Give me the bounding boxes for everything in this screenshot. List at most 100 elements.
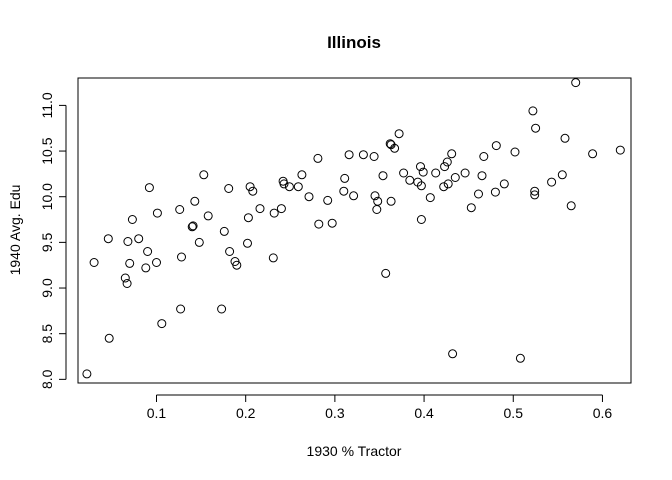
data-point <box>381 268 391 278</box>
data-point <box>369 152 379 161</box>
data-point <box>127 215 137 224</box>
data-point <box>175 205 185 214</box>
data-point <box>370 191 380 201</box>
plot-frame <box>77 77 632 384</box>
data-point <box>314 219 324 229</box>
data-point <box>125 258 135 268</box>
y-tick-label: 9.5 <box>39 232 55 252</box>
x-axis-label: 1930 % Tractor <box>307 443 402 459</box>
data-point <box>243 238 252 248</box>
data-point <box>297 170 307 180</box>
data-point <box>190 196 200 206</box>
data-point <box>399 168 409 178</box>
data-point <box>372 205 382 214</box>
data-point <box>557 170 567 180</box>
data-point <box>194 237 204 247</box>
data-point <box>217 304 227 314</box>
x-tick-label: 0.3 <box>325 405 345 421</box>
data-point <box>416 181 426 191</box>
data-point <box>143 247 153 256</box>
data-point <box>255 204 265 214</box>
data-point <box>440 162 450 172</box>
data-point <box>344 150 354 160</box>
data-point <box>373 196 383 206</box>
x-tick-label: 0.4 <box>414 405 434 421</box>
y-tick-label: 9.0 <box>39 278 55 298</box>
data-point <box>279 179 289 189</box>
data-point <box>450 173 460 182</box>
data-point <box>448 349 458 359</box>
data-point <box>120 273 130 283</box>
data-point <box>123 237 133 246</box>
data-point <box>82 369 92 379</box>
data-point <box>187 222 197 232</box>
data-point <box>443 179 453 189</box>
data-point <box>442 157 452 167</box>
data-point <box>394 129 404 139</box>
data-point <box>405 175 415 185</box>
data-point <box>378 171 388 181</box>
data-point <box>547 177 557 187</box>
y-axis-label: 1940 Avg. Edu <box>7 185 23 276</box>
data-points <box>82 78 625 379</box>
data-point <box>304 192 314 202</box>
data-point <box>134 234 144 244</box>
data-point <box>152 258 161 267</box>
data-point <box>418 167 428 177</box>
data-point <box>313 153 323 163</box>
y-tick-label: 8.5 <box>39 324 55 344</box>
data-point <box>293 182 303 192</box>
data-point <box>566 201 576 211</box>
data-point <box>276 204 286 214</box>
data-point <box>219 226 229 236</box>
data-point <box>176 304 186 314</box>
data-point <box>269 208 279 218</box>
data-point <box>571 78 581 88</box>
x-tick-label: 0.6 <box>593 405 613 421</box>
data-point <box>177 252 186 262</box>
data-point <box>425 193 435 203</box>
data-point <box>199 170 209 180</box>
data-point <box>141 263 151 273</box>
data-point <box>466 203 476 213</box>
data-point <box>416 215 426 224</box>
data-point <box>339 186 349 196</box>
data-point <box>530 190 540 200</box>
data-point <box>431 168 441 178</box>
data-point <box>188 221 198 231</box>
data-point <box>499 179 509 189</box>
x-tick-label: 0.2 <box>236 405 256 421</box>
data-point <box>340 173 350 183</box>
y-tick-label: 11.0 <box>39 92 55 118</box>
chart-title: Illinois <box>327 33 381 52</box>
data-point <box>224 184 234 193</box>
data-point <box>615 145 625 155</box>
data-point <box>386 196 396 206</box>
x-tick-label: 0.1 <box>147 405 167 421</box>
data-point <box>152 208 162 218</box>
data-point <box>248 186 258 196</box>
data-point <box>447 149 457 159</box>
data-point <box>491 141 501 151</box>
y-tick-label: 10.5 <box>39 137 55 164</box>
data-point <box>479 152 489 161</box>
data-point <box>358 150 368 160</box>
data-point <box>284 182 294 192</box>
y-axis-ticks: 8.0 8.5 9.0 9.5 10.0 10.5 11.0 <box>39 92 66 389</box>
data-point <box>232 260 242 270</box>
data-point <box>323 195 333 205</box>
data-point <box>490 187 500 197</box>
x-tick-label: 0.5 <box>504 405 524 421</box>
data-point <box>474 189 483 199</box>
data-point <box>477 171 487 181</box>
data-point <box>103 234 113 244</box>
x-axis-ticks: 0.1 0.2 0.3 0.4 0.5 0.6 <box>147 395 613 421</box>
data-point <box>588 149 598 159</box>
data-point <box>89 258 99 267</box>
data-point <box>104 333 114 343</box>
data-point <box>157 319 167 329</box>
data-point <box>528 106 538 116</box>
data-point <box>203 211 213 221</box>
data-point <box>144 183 154 193</box>
